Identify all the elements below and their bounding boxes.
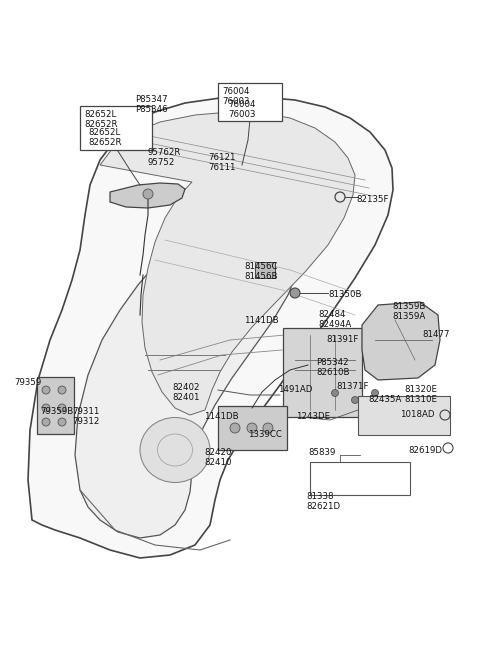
Text: P85347
P85346: P85347 P85346 xyxy=(135,95,168,114)
Circle shape xyxy=(58,386,66,394)
Circle shape xyxy=(58,418,66,426)
Text: 81359B
81359A: 81359B 81359A xyxy=(392,302,425,321)
Polygon shape xyxy=(28,97,393,558)
FancyBboxPatch shape xyxy=(255,262,275,278)
Polygon shape xyxy=(75,218,300,538)
Text: 79359: 79359 xyxy=(14,378,41,387)
Text: 95762R
95752: 95762R 95752 xyxy=(148,148,181,167)
Circle shape xyxy=(42,418,50,426)
Text: 82420
82410: 82420 82410 xyxy=(204,448,231,467)
Text: 1018AD: 1018AD xyxy=(400,410,434,419)
FancyBboxPatch shape xyxy=(37,377,74,434)
Circle shape xyxy=(290,288,300,298)
Text: 79359B: 79359B xyxy=(40,407,73,416)
Text: 82619D: 82619D xyxy=(408,446,442,455)
Text: 81456C
81456B: 81456C 81456B xyxy=(244,262,277,281)
Circle shape xyxy=(247,423,257,433)
Circle shape xyxy=(332,390,338,396)
Circle shape xyxy=(143,189,153,199)
FancyBboxPatch shape xyxy=(218,83,282,121)
Circle shape xyxy=(372,390,379,396)
Text: 1141DB: 1141DB xyxy=(244,316,278,325)
Text: 1491AD: 1491AD xyxy=(278,385,312,394)
Text: 1339CC: 1339CC xyxy=(248,430,282,439)
Text: 81338
82621D: 81338 82621D xyxy=(306,492,340,512)
Text: 82402
82401: 82402 82401 xyxy=(172,383,200,402)
Text: 1141DB: 1141DB xyxy=(204,412,239,421)
Text: 82135F: 82135F xyxy=(356,195,388,204)
Circle shape xyxy=(42,386,50,394)
Text: 81320E
81310E: 81320E 81310E xyxy=(404,385,437,404)
Polygon shape xyxy=(358,396,450,435)
Text: 82435A: 82435A xyxy=(368,395,401,404)
Text: 76004
76003: 76004 76003 xyxy=(228,100,255,119)
Circle shape xyxy=(230,423,240,433)
Text: 82652L
82652R: 82652L 82652R xyxy=(88,128,121,148)
Text: 1243DE: 1243DE xyxy=(296,412,330,421)
Text: 82652L
82652R: 82652L 82652R xyxy=(84,110,118,129)
FancyBboxPatch shape xyxy=(283,328,362,417)
Circle shape xyxy=(263,423,273,433)
Text: 81350B: 81350B xyxy=(328,290,361,299)
Text: 76004
76003: 76004 76003 xyxy=(222,87,250,106)
Circle shape xyxy=(351,396,359,403)
Text: 85839: 85839 xyxy=(308,448,336,457)
Text: 76121
76111: 76121 76111 xyxy=(208,153,236,173)
Circle shape xyxy=(58,404,66,412)
Ellipse shape xyxy=(140,417,210,483)
Text: 79311
79312: 79311 79312 xyxy=(72,407,99,426)
Text: 81477: 81477 xyxy=(422,330,449,339)
Polygon shape xyxy=(110,183,185,208)
Polygon shape xyxy=(362,302,440,380)
Text: 81391F: 81391F xyxy=(326,335,359,344)
Text: 82484
82494A: 82484 82494A xyxy=(318,310,351,329)
Polygon shape xyxy=(100,112,355,415)
FancyBboxPatch shape xyxy=(218,406,287,450)
FancyBboxPatch shape xyxy=(80,106,152,150)
Circle shape xyxy=(42,404,50,412)
Text: P85342
82610B: P85342 82610B xyxy=(316,358,349,377)
Text: 81371F: 81371F xyxy=(336,382,369,391)
